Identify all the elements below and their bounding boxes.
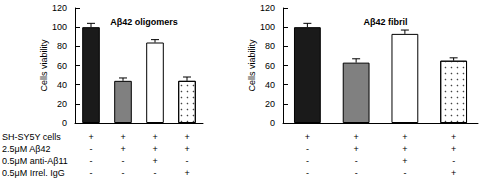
svg-text:+: + (402, 144, 407, 154)
svg-text:+: + (402, 132, 407, 142)
svg-text:+: + (152, 144, 157, 154)
svg-text:+: + (184, 132, 189, 142)
svg-text:80: 80 (265, 41, 275, 51)
svg-text:+: + (184, 168, 189, 178)
svg-text:-: - (306, 168, 309, 178)
svg-text:-: - (122, 156, 125, 166)
svg-text:+: + (88, 132, 93, 142)
svg-text:0: 0 (270, 118, 275, 128)
svg-text:+: + (402, 156, 407, 166)
svg-text:40: 40 (265, 80, 275, 90)
svg-text:120: 120 (260, 3, 275, 13)
svg-text:+: + (305, 132, 310, 142)
svg-text:0.5μM anti-Aβ11: 0.5μM anti-Aβ11 (2, 156, 68, 166)
svg-text:+: + (451, 168, 456, 178)
svg-text:Aβ42 oligomers: Aβ42 oligomers (110, 17, 178, 27)
svg-text:Aβ42 fibril: Aβ42 fibril (363, 17, 407, 27)
svg-text:+: + (451, 132, 456, 142)
svg-text:-: - (122, 168, 125, 178)
svg-text:Cells viability: Cells viability (39, 39, 49, 92)
svg-text:20: 20 (57, 99, 67, 109)
svg-text:20: 20 (265, 99, 275, 109)
svg-text:-: - (306, 144, 309, 154)
svg-text:SH-SY5Y cells: SH-SY5Y cells (2, 132, 61, 142)
svg-text:+: + (184, 144, 189, 154)
svg-text:+: + (353, 144, 358, 154)
svg-text:+: + (353, 132, 358, 142)
svg-text:-: - (452, 156, 455, 166)
svg-text:-: - (90, 144, 93, 154)
svg-text:120: 120 (52, 3, 67, 13)
svg-text:2.5μM Aβ42: 2.5μM Aβ42 (2, 144, 50, 154)
svg-text:100: 100 (260, 22, 275, 32)
svg-text:-: - (90, 168, 93, 178)
svg-text:100: 100 (52, 22, 67, 32)
svg-text:60: 60 (57, 61, 67, 71)
svg-text:Cells viability: Cells viability (247, 39, 257, 92)
svg-text:-: - (186, 156, 189, 166)
svg-text:80: 80 (57, 41, 67, 51)
svg-text:-: - (90, 156, 93, 166)
svg-text:0.5μM Irrel. IgG: 0.5μM Irrel. IgG (2, 168, 65, 178)
svg-text:-: - (403, 168, 406, 178)
svg-text:+: + (152, 132, 157, 142)
svg-text:+: + (451, 144, 456, 154)
svg-text:+: + (120, 132, 125, 142)
svg-text:-: - (355, 156, 358, 166)
svg-text:60: 60 (265, 61, 275, 71)
svg-text:0: 0 (62, 118, 67, 128)
svg-text:-: - (154, 168, 157, 178)
svg-text:+: + (152, 156, 157, 166)
svg-text:40: 40 (57, 80, 67, 90)
svg-text:-: - (306, 156, 309, 166)
svg-text:+: + (120, 144, 125, 154)
svg-text:-: - (355, 168, 358, 178)
